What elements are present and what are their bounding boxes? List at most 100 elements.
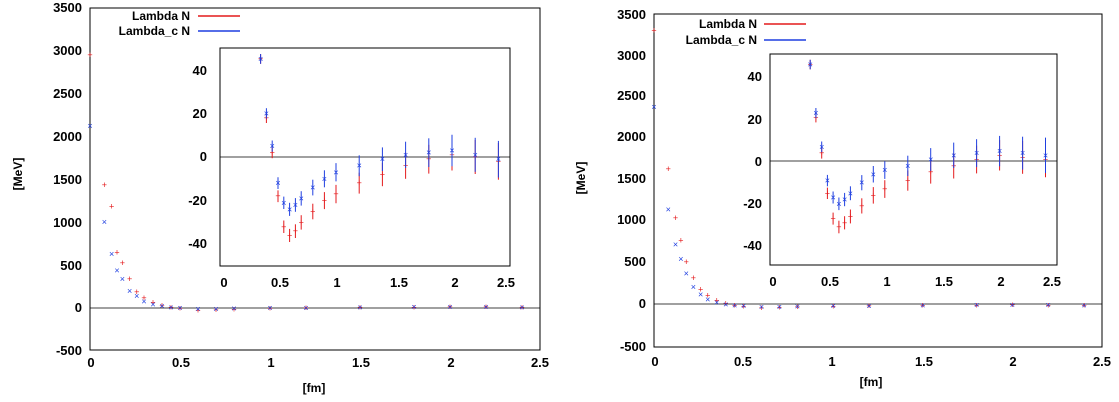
data-point-lambda-c-n: × bbox=[1043, 150, 1048, 160]
data-point-lambda-n: + bbox=[195, 305, 200, 315]
ytick-label: 3000 bbox=[53, 43, 82, 58]
data-point-lambda-c-n: × bbox=[267, 303, 272, 313]
data-point-lambda-n: + bbox=[1081, 300, 1086, 310]
data-point-lambda-c-n: × bbox=[281, 198, 286, 208]
data-point-lambda-n: + bbox=[678, 235, 683, 245]
data-point-lambda-n: + bbox=[447, 302, 452, 312]
data-point-lambda-c-n: × bbox=[519, 302, 524, 312]
data-point-lambda-n: + bbox=[322, 196, 327, 206]
data-point-lambda-c-n: × bbox=[231, 304, 236, 314]
data-point-lambda-c-n: × bbox=[673, 240, 678, 250]
data-point-lambda-n: + bbox=[270, 148, 275, 158]
data-point-lambda-n: + bbox=[684, 257, 689, 267]
data-point-lambda-c-n: × bbox=[127, 286, 132, 296]
data-point-lambda-c-n: × bbox=[759, 302, 764, 312]
main-plot-frame bbox=[89, 7, 541, 351]
inset-ytick-label: 0 bbox=[200, 149, 207, 164]
data-point-lambda-n: + bbox=[705, 290, 710, 300]
data-point-lambda-c-n: × bbox=[310, 183, 315, 193]
data-point-lambda-n: + bbox=[141, 293, 146, 303]
data-point-lambda-c-n: × bbox=[403, 150, 408, 160]
xtick-label: 0.5 bbox=[172, 355, 190, 370]
data-point-lambda-c-n: × bbox=[150, 299, 155, 309]
main-xticks: 0 0.5 1 1.5 2 2.5 bbox=[651, 354, 1111, 369]
data-point-lambda-n: + bbox=[759, 303, 764, 313]
ytick-label: 2000 bbox=[617, 129, 646, 144]
data-point-lambda-c-n: × bbox=[270, 141, 275, 151]
data-point-lambda-n: + bbox=[871, 190, 876, 200]
data-point-lambda-c-n: × bbox=[141, 296, 146, 306]
data-point-lambda-c-n: × bbox=[322, 174, 327, 184]
data-point-lambda-c-n: × bbox=[177, 303, 182, 313]
ytick-label: 2000 bbox=[53, 129, 82, 144]
data-point-lambda-c-n: × bbox=[741, 301, 746, 311]
xtick-label: 1 bbox=[267, 355, 274, 370]
legend-label-lambda-c-n: Lambda_c N bbox=[119, 24, 190, 38]
data-point-lambda-n: + bbox=[928, 167, 933, 177]
ytick-label: 1500 bbox=[53, 172, 82, 187]
xtick-label: 2 bbox=[1009, 354, 1016, 369]
data-point-lambda-n: + bbox=[299, 217, 304, 227]
data-point-lambda-n: + bbox=[795, 302, 800, 312]
inset-frame bbox=[769, 53, 1058, 266]
legend-label-lambda-c-n: Lambda_c N bbox=[686, 33, 757, 47]
legend: Lambda N Lambda_c N bbox=[686, 17, 806, 47]
data-point-lambda-c-n: × bbox=[426, 148, 431, 158]
data-point-lambda-n: + bbox=[310, 207, 315, 217]
data-point-lambda-n: + bbox=[333, 189, 338, 199]
data-point-lambda-c-n: × bbox=[120, 274, 125, 284]
data-point-lambda-c-n: × bbox=[836, 199, 841, 209]
data-point-lambda-c-n: × bbox=[795, 302, 800, 312]
ytick-label: 3000 bbox=[617, 48, 646, 63]
data-point-lambda-c-n: × bbox=[168, 302, 173, 312]
data-point-lambda-n: + bbox=[920, 301, 925, 311]
data-point-lambda-c-n: × bbox=[483, 302, 488, 312]
data-point-lambda-n: + bbox=[177, 304, 182, 314]
data-point-lambda-n: + bbox=[267, 304, 272, 314]
panel-right: -500 0 500 1000 1500 2000 2500 3000 3500… bbox=[574, 7, 1111, 389]
data-point-lambda-c-n: × bbox=[293, 200, 298, 210]
data-point-lambda-n: + bbox=[287, 231, 292, 241]
data-point-lambda-c-n: × bbox=[380, 154, 385, 164]
xtick-label: 0 bbox=[651, 354, 658, 369]
data-point-lambda-c-n: × bbox=[447, 302, 452, 312]
inset-xtick-label: 2.5 bbox=[1043, 274, 1061, 289]
data-point-lambda-c-n: × bbox=[732, 300, 737, 310]
data-point-lambda-c-n: × bbox=[997, 146, 1002, 156]
inset-xtick-label: 1 bbox=[333, 275, 340, 290]
main-xticks: 0 0.5 1 1.5 2 2.5 bbox=[87, 355, 549, 370]
data-point-lambda-n: + bbox=[231, 304, 236, 314]
data-point-lambda-n: + bbox=[691, 273, 696, 283]
main-yticks: -500 0 500 1000 1500 2000 2500 3000 3500 bbox=[617, 7, 646, 354]
data-point-lambda-n: + bbox=[859, 201, 864, 211]
data-point-lambda-n: + bbox=[357, 178, 362, 188]
data-point-lambda-c-n: × bbox=[882, 165, 887, 175]
data-point-lambda-c-n: × bbox=[651, 102, 656, 112]
y-axis-label: [MeV] bbox=[574, 162, 588, 195]
data-point-lambda-n: + bbox=[357, 303, 362, 313]
data-point-lambda-c-n: × bbox=[357, 302, 362, 312]
inset-ytick-label: 40 bbox=[748, 69, 762, 84]
inset-xtick-label: 1.5 bbox=[935, 274, 953, 289]
data-point-lambda-n: + bbox=[127, 274, 132, 284]
data-point-lambda-c-n: × bbox=[87, 121, 92, 131]
data-point-lambda-c-n: × bbox=[666, 205, 671, 215]
xtick-label: 2.5 bbox=[1093, 354, 1111, 369]
data-point-lambda-n: + bbox=[303, 303, 308, 313]
xtick-label: 0.5 bbox=[734, 354, 752, 369]
data-point-lambda-c-n: × bbox=[473, 150, 478, 160]
data-point-lambda-c-n: × bbox=[1010, 300, 1015, 310]
data-point-lambda-c-n: × bbox=[303, 303, 308, 313]
inset-ytick-label: 20 bbox=[748, 112, 762, 127]
data-point-lambda-c-n: × bbox=[109, 249, 114, 259]
main-data: ++++++++++++++++++++++××××××××××××××××××… bbox=[651, 26, 1086, 313]
data-point-lambda-c-n: × bbox=[287, 204, 292, 214]
data-point-lambda-c-n: × bbox=[723, 299, 728, 309]
inset-xtick-label: 0 bbox=[220, 275, 227, 290]
data-point-lambda-n: + bbox=[519, 302, 524, 312]
panel-left: -500 0 500 1000 1500 2000 2500 3000 3500… bbox=[11, 0, 549, 395]
data-point-lambda-n: + bbox=[87, 50, 92, 60]
data-point-lambda-c-n: × bbox=[1081, 300, 1086, 310]
data-point-lambda-c-n: × bbox=[1046, 300, 1051, 310]
